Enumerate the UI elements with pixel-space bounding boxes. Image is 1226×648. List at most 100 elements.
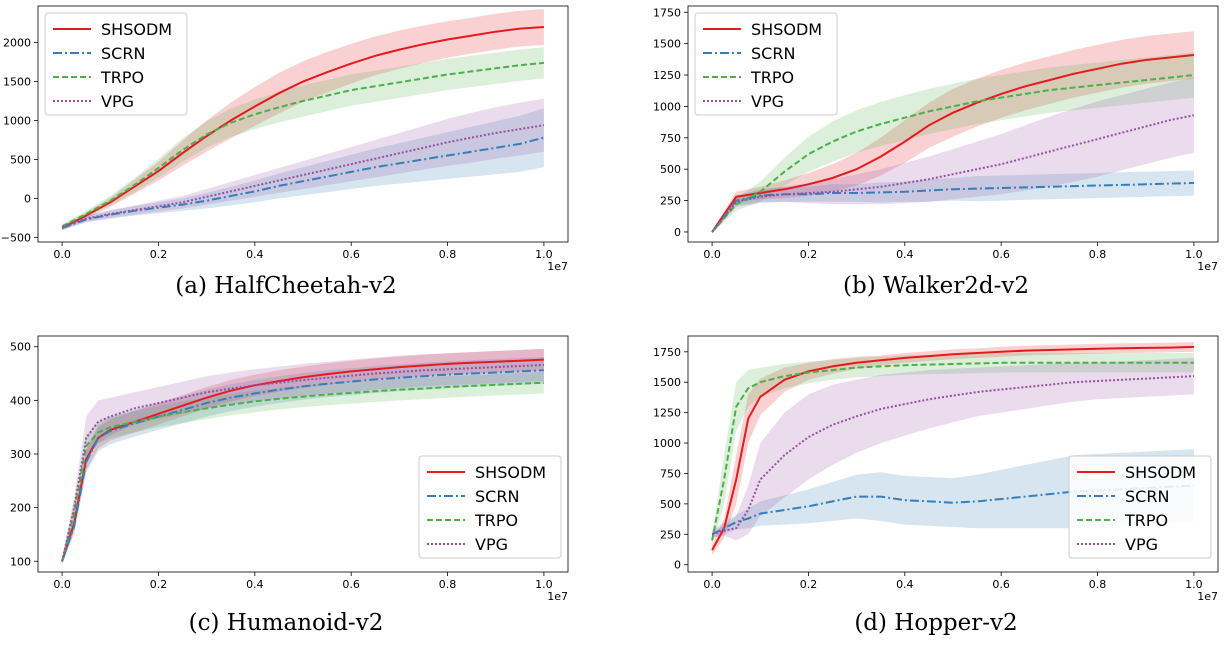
band-vpg: [712, 77, 1194, 234]
axes-frame: [37, 5, 569, 243]
x-tick-label: 0.8: [1089, 578, 1107, 591]
band-vpg: [712, 357, 1194, 541]
legend: SHSODM SCRN TRPO VPG: [418, 455, 562, 559]
y-tick-label: 1750: [653, 6, 681, 19]
legend-box: [694, 12, 838, 116]
subfigure-caption: (b) Walker2d-v2: [843, 273, 1029, 299]
subfigure-caption: (d) Hopper-v2: [854, 610, 1017, 636]
y-tick-label: 1250: [653, 69, 681, 82]
y-tick-label: 250: [660, 195, 681, 208]
x-tick-label: 0.2: [800, 578, 818, 591]
legend-label-vpg: VPG: [475, 535, 508, 554]
x-tick-label: 1.0: [535, 578, 553, 591]
legend-box: [44, 12, 188, 116]
y-tick-label: 1500: [653, 38, 681, 51]
band-shsodm: [62, 348, 544, 564]
y-tick-label: 100: [10, 555, 31, 568]
legend-box: [418, 455, 562, 559]
series-line-trpo: [711, 361, 1194, 541]
y-tick-label: 1250: [653, 407, 681, 420]
y-tick-label: 500: [660, 498, 681, 511]
series-line-scrn: [61, 136, 545, 229]
x-tick-label: 0.8: [439, 248, 457, 261]
y-tick-label: 500: [10, 153, 31, 166]
axes-frame: [687, 5, 1219, 243]
x-tick-label: 0.2: [150, 578, 168, 591]
x-exponent-label: 1e7: [547, 590, 568, 603]
y-tick-label: 1500: [3, 76, 31, 89]
legend-label-trpo: TRPO: [100, 68, 144, 87]
plot-area: [61, 9, 545, 231]
x-exponent-label: 1e7: [547, 260, 568, 273]
band-trpo: [712, 353, 1194, 546]
y-tick-label: 750: [660, 467, 681, 480]
series-line-trpo: [61, 381, 544, 562]
band-shsodm: [712, 31, 1194, 234]
legend-label-shsodm: SHSODM: [751, 20, 822, 39]
y-tick-label: 1000: [3, 114, 31, 127]
series-line-shsodm: [711, 345, 1194, 551]
subfigure-caption: (c) Humanoid-v2: [189, 610, 384, 636]
series-line-vpg: [711, 114, 1195, 233]
y-tick-label: 500: [10, 341, 31, 354]
x-tick-label: 0.2: [800, 248, 818, 261]
x-exponent-label: 1e7: [1197, 590, 1218, 603]
band-trpo: [62, 371, 544, 564]
plot-area: [711, 31, 1195, 234]
band-scrn: [62, 108, 544, 231]
legend: SHSODM SCRN TRPO VPG: [1068, 455, 1212, 559]
y-tick-label: 500: [660, 163, 681, 176]
x-tick-label: 0.6: [342, 248, 360, 261]
series-line-scrn: [711, 182, 1194, 233]
legend-label-vpg: VPG: [101, 92, 134, 111]
legend-label-shsodm: SHSODM: [101, 20, 172, 39]
x-tick-label: 1.0: [1185, 248, 1203, 261]
y-tick-label: 750: [660, 132, 681, 145]
x-tick-label: 0.0: [703, 248, 721, 261]
legend-label-vpg: VPG: [751, 92, 784, 111]
series-line-vpg: [61, 364, 544, 562]
y-tick-label: 1750: [653, 346, 681, 359]
legend-label-vpg: VPG: [1125, 535, 1158, 554]
legend-label-scrn: SCRN: [475, 487, 519, 506]
x-tick-label: 0.4: [246, 578, 264, 591]
y-tick-label: 0: [674, 559, 681, 572]
series-line-shsodm: [711, 54, 1195, 233]
y-tick-label: 1000: [653, 100, 681, 113]
x-tick-label: 0.8: [439, 578, 457, 591]
legend: SHSODM SCRN TRPO VPG: [694, 12, 838, 116]
band-scrn: [62, 356, 544, 564]
x-tick-label: 1.0: [535, 248, 553, 261]
y-tick-label: 250: [660, 528, 681, 541]
x-tick-label: 0.2: [150, 248, 168, 261]
x-exponent-label: 1e7: [1197, 260, 1218, 273]
y-tick-label: 0: [24, 192, 31, 205]
x-tick-label: 0.6: [992, 578, 1010, 591]
x-tick-label: 0.4: [896, 578, 914, 591]
x-tick-label: 0.4: [246, 248, 264, 261]
y-tick-label: 1500: [653, 376, 681, 389]
x-tick-label: 0.8: [1089, 248, 1107, 261]
legend-label-scrn: SCRN: [1125, 487, 1169, 506]
x-tick-label: 0.0: [703, 578, 721, 591]
series-line-shsodm: [61, 26, 544, 229]
y-tick-label: 0: [674, 226, 681, 239]
legend-box: [1068, 455, 1212, 559]
y-tick-label: 200: [10, 502, 31, 515]
x-tick-label: 1.0: [1185, 578, 1203, 591]
x-tick-label: 0.6: [992, 248, 1010, 261]
x-tick-label: 0.4: [896, 248, 914, 261]
subfigure-caption: (a) HalfCheetah-v2: [175, 273, 396, 299]
y-tick-label: 2000: [3, 37, 31, 50]
x-tick-label: 0.0: [53, 248, 71, 261]
legend-label-trpo: TRPO: [1124, 511, 1168, 530]
series-line-trpo: [61, 61, 544, 228]
legend-label-trpo: TRPO: [474, 511, 518, 530]
legend-label-trpo: TRPO: [750, 68, 794, 87]
y-tick-label: −500: [1, 231, 31, 244]
band-vpg: [62, 348, 544, 564]
